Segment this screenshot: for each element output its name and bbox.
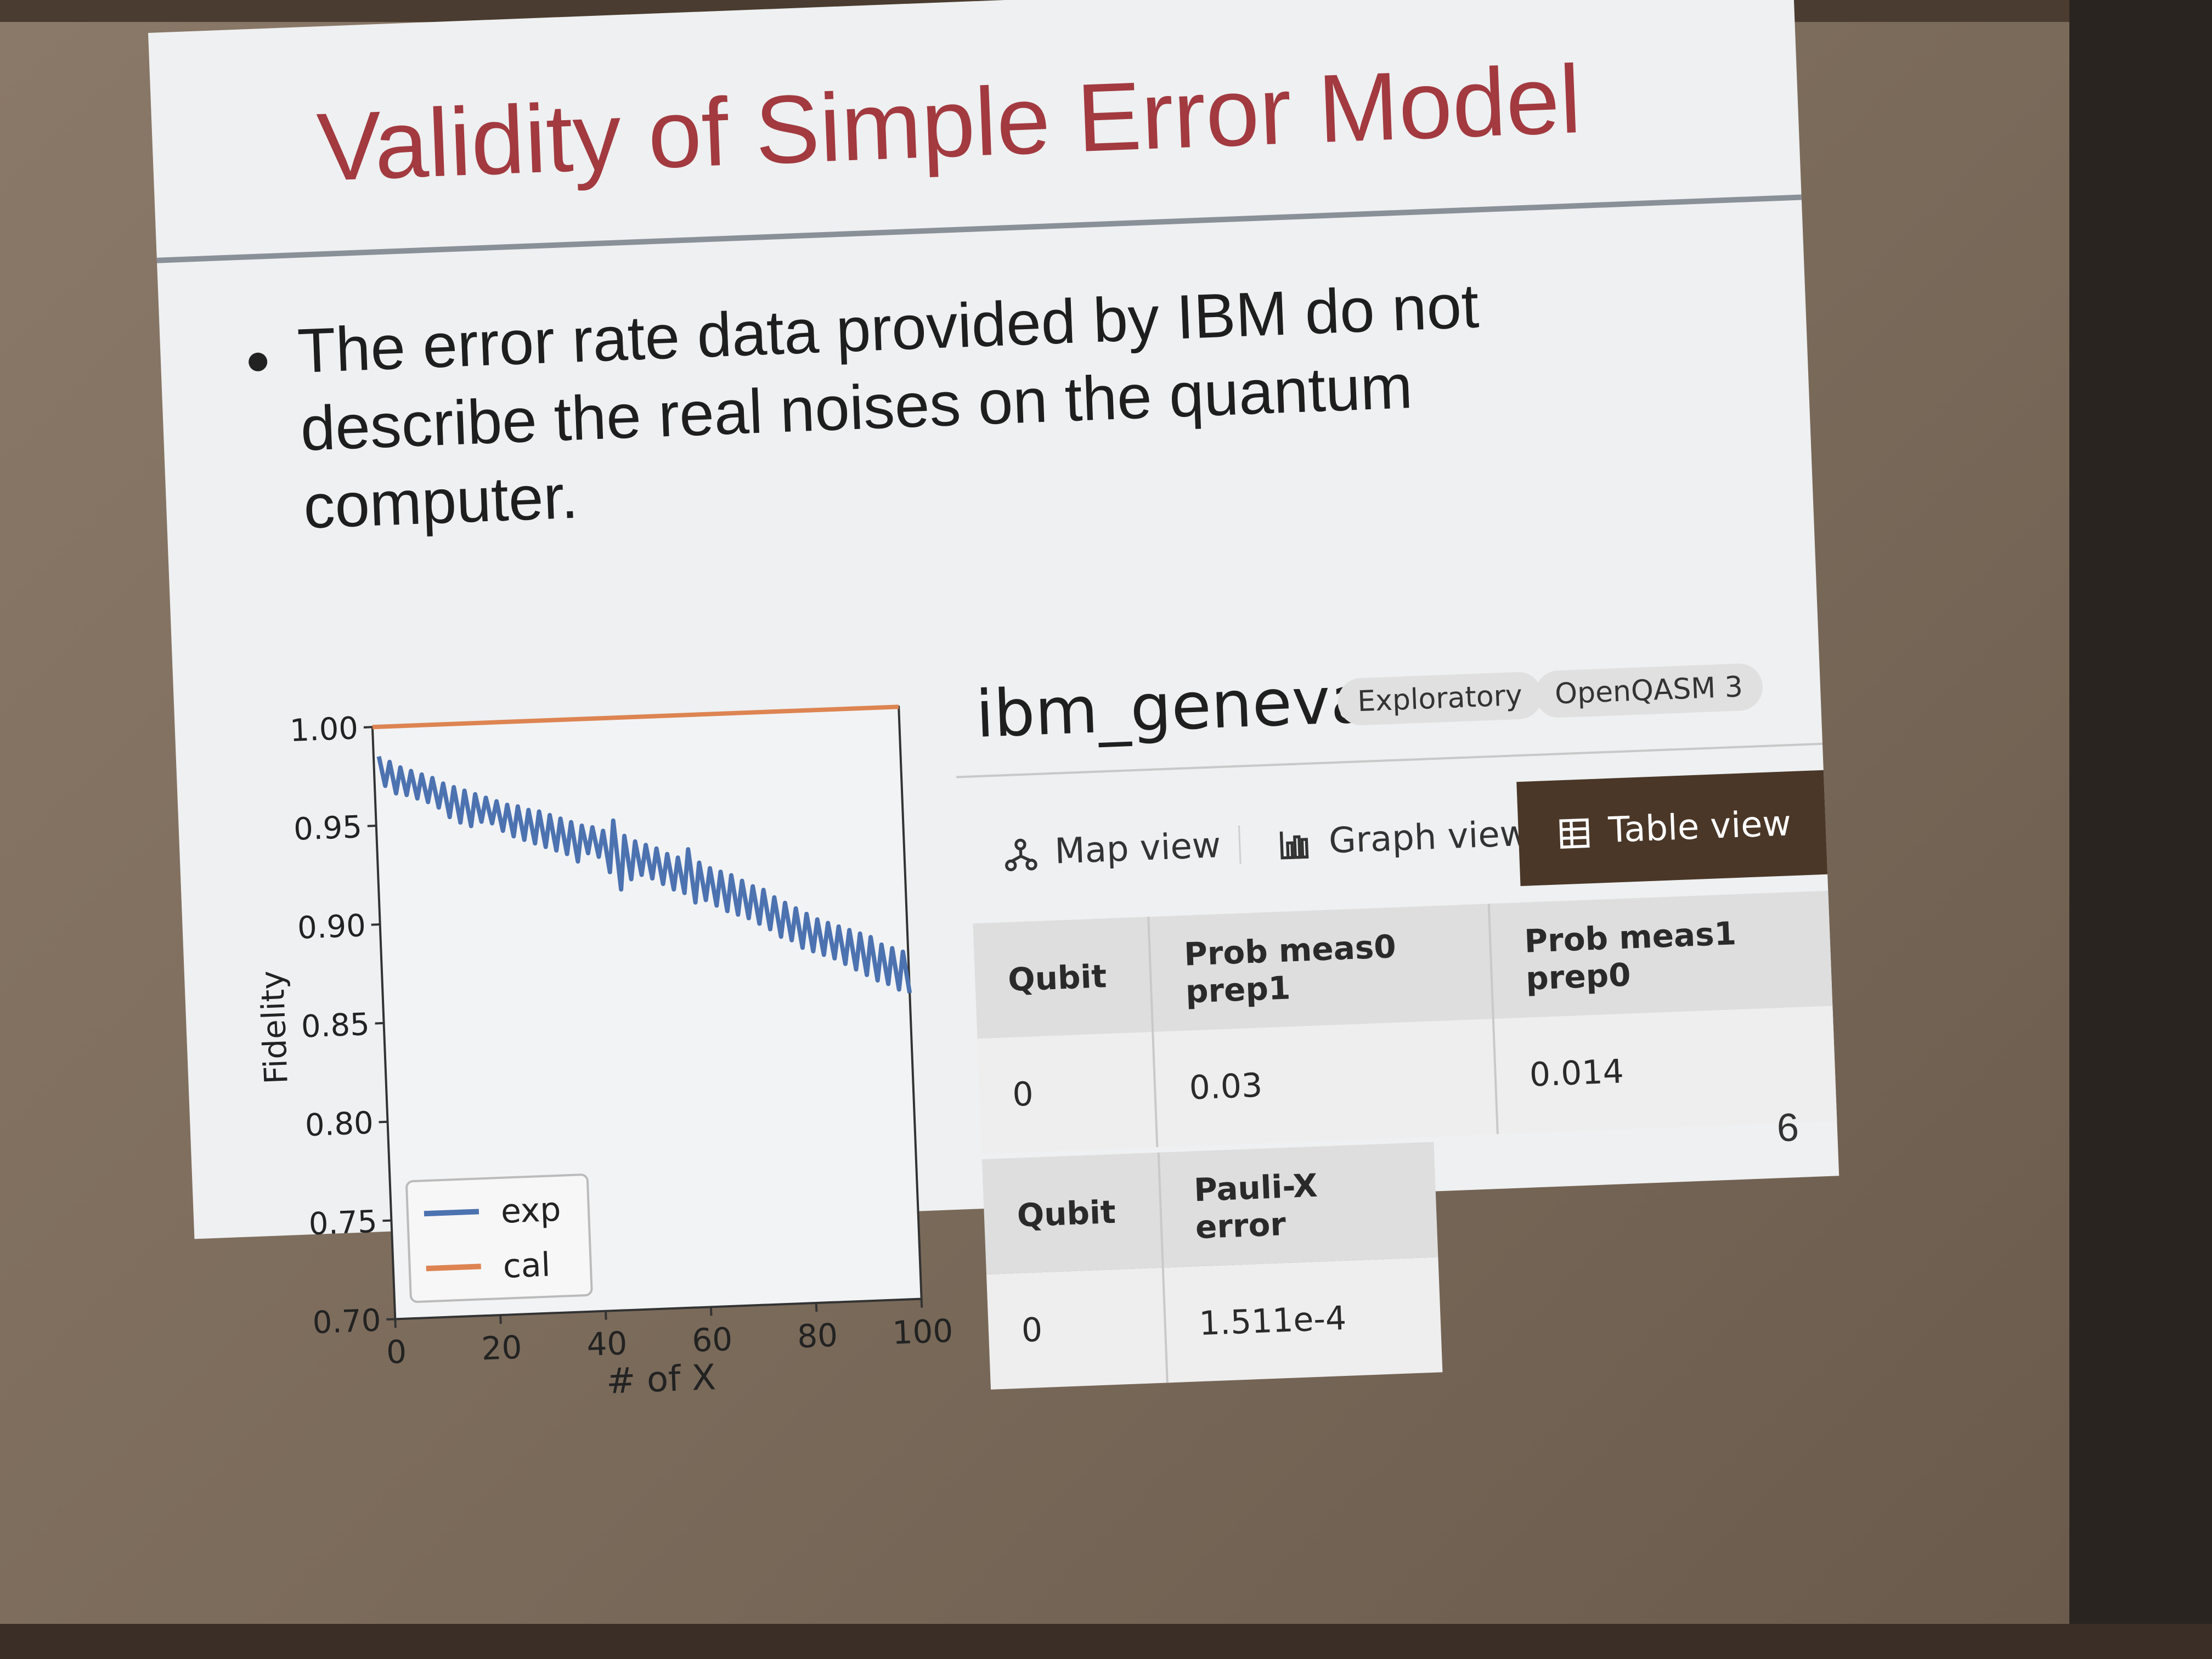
tab-map-label: Map view — [1054, 825, 1222, 872]
map-icon — [1005, 839, 1037, 872]
table-icon — [1559, 819, 1590, 849]
y-tick-label: 0.85 — [301, 1007, 370, 1045]
x-tick-mark — [815, 1302, 818, 1312]
view-tabs: Map view Graph view Table view — [968, 770, 1828, 907]
ibm-device-panel: ibm_geneva Exploratory OpenQASM 3 Map vi… — [952, 633, 1846, 1390]
cell-prob-meas0-prep1: 0.03 — [1153, 1019, 1498, 1147]
fidelity-chart: 0.70 0.75 0.80 0.85 0.90 0.95 1.00 0 20 40 60 80 10… — [240, 683, 980, 1418]
x-tick-mark — [499, 1314, 502, 1324]
header-qubit: Qubit — [981, 1152, 1163, 1275]
legend-line-cal — [426, 1263, 481, 1272]
bar-chart-icon — [1279, 832, 1309, 860]
x-tick-mark — [394, 1319, 397, 1328]
header-prob-meas1-prep0: Prob meas1 prep0 — [1488, 890, 1833, 1019]
y-tick-label: 0.70 — [312, 1302, 382, 1341]
table-row: 0 1.511e-4 — [986, 1257, 1443, 1390]
tab-graph-view[interactable]: Graph view — [1276, 782, 1531, 895]
tab-graph-label: Graph view — [1328, 813, 1530, 862]
room-wall-right — [2069, 0, 2212, 1659]
tab-separator — [1238, 825, 1242, 864]
tab-table-view[interactable]: Table view — [1516, 770, 1828, 887]
presentation-slide: Validity of Simple Error Model The error… — [148, 0, 1839, 1402]
series-line-cal — [372, 704, 899, 730]
tab-map-view[interactable]: Map view — [1001, 793, 1223, 906]
cell-qubit: 0 — [986, 1267, 1167, 1390]
y-tick-label: 0.80 — [304, 1105, 374, 1144]
bullet-text: The error rate data provided by IBM do n… — [296, 271, 1480, 542]
readout-error-table: Qubit Prob meas0 prep1 Prob meas1 prep0 … — [973, 890, 1837, 1154]
header-prob-meas0-prep1: Prob meas0 prep1 — [1148, 904, 1494, 1032]
room-floor — [0, 1624, 2212, 1659]
pauli-error-table: Qubit Pauli-X error 0 1.511e-4 — [981, 1142, 1443, 1390]
legend-box — [405, 1173, 593, 1303]
x-tick-label: 20 — [481, 1329, 522, 1368]
title-divider — [156, 194, 1802, 263]
y-tick-label: 0.75 — [308, 1204, 378, 1243]
x-tick-mark — [709, 1307, 713, 1316]
x-axis-label: # of X — [606, 1357, 717, 1402]
tag-exploratory: Exploratory — [1336, 671, 1543, 726]
x-tick-label: 80 — [797, 1317, 838, 1356]
x-tick-label: 40 — [586, 1324, 628, 1363]
y-tick-label: 0.95 — [293, 809, 363, 848]
cell-qubit: 0 — [977, 1032, 1158, 1154]
cell-pauli-x-error: 1.511e-4 — [1163, 1257, 1443, 1383]
x-tick-label: 100 — [891, 1312, 953, 1351]
y-tick-label: 0.90 — [297, 908, 366, 946]
header-pauli-x-error: Pauli-X error — [1158, 1142, 1438, 1268]
tag-openqasm: OpenQASM 3 — [1534, 662, 1764, 719]
x-tick-label: 0 — [386, 1333, 407, 1371]
slide-title: Validity of Simple Error Model — [315, 45, 1583, 202]
y-tick-label: 1.00 — [289, 710, 359, 749]
device-name: ibm_geneva — [974, 661, 1372, 752]
legend-label-cal: cal — [502, 1246, 551, 1286]
bullet-icon — [248, 352, 268, 372]
legend-line-exp — [424, 1209, 479, 1217]
legend-label-exp: exp — [500, 1190, 562, 1231]
y-axis-label: Fidelity — [253, 970, 295, 1085]
chart-legend: exp cal — [405, 1173, 593, 1303]
y-tick-mark — [375, 1022, 384, 1025]
panel-divider — [956, 742, 1823, 778]
table-header-row: Qubit Pauli-X error — [981, 1142, 1438, 1275]
x-tick-label: 60 — [691, 1321, 733, 1359]
y-tick-mark — [371, 923, 380, 926]
tab-table-label: Table view — [1607, 803, 1792, 851]
series-line-exp — [376, 755, 912, 994]
slide-number: 6 — [1776, 1105, 1800, 1150]
header-qubit: Qubit — [973, 917, 1153, 1039]
fidelity-chart-svg: 0.70 0.75 0.80 0.85 0.90 0.95 1.00 0 20 40 60 80 10… — [253, 704, 954, 1402]
